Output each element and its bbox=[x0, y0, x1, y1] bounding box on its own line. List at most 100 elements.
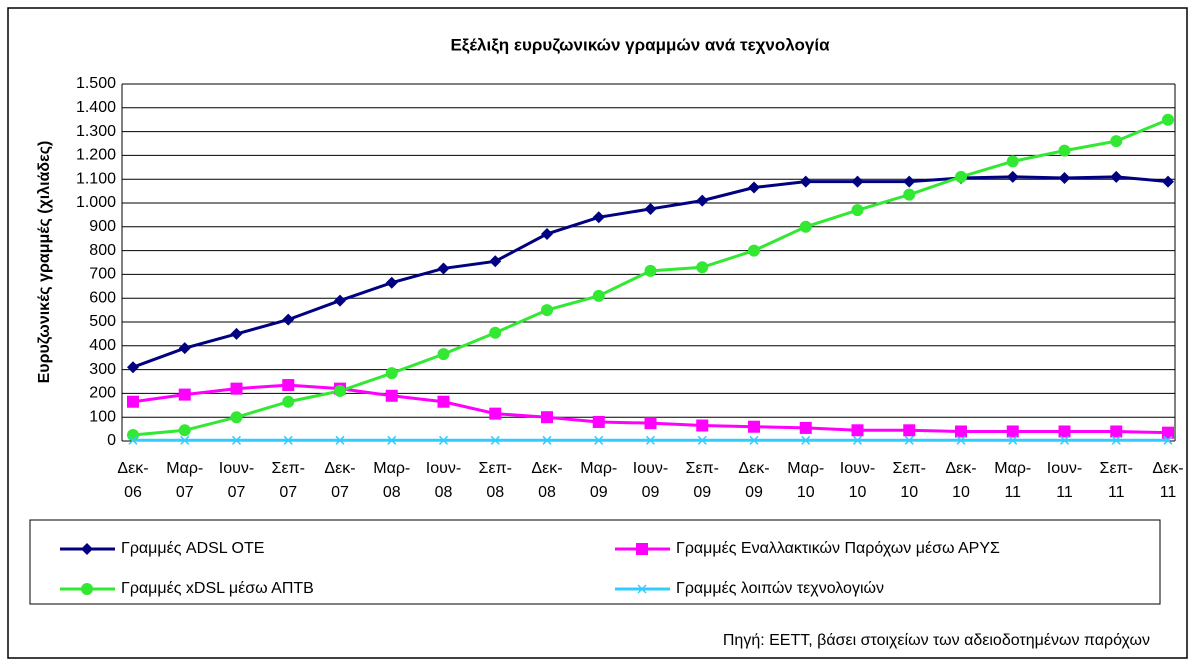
marker bbox=[334, 294, 346, 307]
marker bbox=[385, 367, 398, 380]
x-tick-label: Δεκ-08 bbox=[531, 460, 562, 501]
marker bbox=[1110, 425, 1123, 438]
x-tick-label: Δεκ-06 bbox=[117, 460, 148, 501]
marker bbox=[904, 435, 914, 445]
marker bbox=[489, 255, 502, 268]
marker bbox=[1008, 435, 1018, 445]
legend-label: Γραμμές λοιπών τεχνολογιών bbox=[676, 580, 884, 597]
y-tick-label: 0 bbox=[107, 432, 116, 449]
marker bbox=[955, 170, 967, 183]
marker bbox=[592, 211, 605, 224]
legend-label: Γραμμές Εναλλακτικών Παρόχων μέσω ΑΡΥΣ bbox=[676, 540, 1000, 557]
y-tick-label: 1.300 bbox=[76, 123, 116, 140]
marker bbox=[385, 276, 398, 289]
marker bbox=[178, 342, 191, 355]
marker bbox=[1006, 425, 1019, 438]
marker bbox=[1163, 435, 1173, 445]
marker bbox=[178, 424, 191, 437]
marker bbox=[541, 304, 553, 317]
y-tick-label: 100 bbox=[89, 408, 116, 425]
x-tick-label: Ιουν-09 bbox=[633, 460, 668, 501]
marker bbox=[128, 435, 138, 445]
marker bbox=[1058, 144, 1071, 157]
x-tick-label: Ιουν-11 bbox=[1047, 460, 1082, 501]
marker bbox=[697, 435, 707, 445]
marker bbox=[594, 435, 604, 445]
x-tick-label: Σεπ-08 bbox=[479, 460, 512, 501]
marker bbox=[1110, 135, 1123, 148]
y-tick-label: 900 bbox=[89, 218, 116, 235]
y-tick-label: 1.500 bbox=[76, 75, 116, 92]
marker bbox=[955, 425, 967, 438]
marker bbox=[851, 204, 864, 217]
x-tick-label: Σεπ-07 bbox=[272, 460, 305, 501]
marker bbox=[230, 382, 243, 395]
y-tick-label: 200 bbox=[89, 385, 116, 402]
marker bbox=[592, 415, 605, 428]
y-tick-label: 600 bbox=[89, 289, 116, 306]
marker bbox=[385, 389, 398, 402]
x-tick-label: Ιουν-07 bbox=[219, 460, 254, 501]
marker bbox=[489, 407, 502, 420]
marker bbox=[1111, 435, 1121, 445]
legend-marker bbox=[636, 543, 648, 555]
marker bbox=[387, 435, 397, 445]
marker bbox=[851, 424, 864, 437]
marker bbox=[127, 361, 139, 374]
marker bbox=[490, 435, 500, 445]
legend-marker bbox=[81, 543, 93, 555]
marker bbox=[644, 202, 657, 215]
y-tick-label: 1.200 bbox=[76, 147, 116, 164]
marker bbox=[489, 326, 502, 339]
marker bbox=[645, 435, 656, 445]
marker bbox=[127, 395, 139, 408]
marker bbox=[334, 385, 346, 398]
marker bbox=[283, 435, 293, 445]
marker bbox=[1162, 175, 1174, 188]
x-tick-label: Ιουν-08 bbox=[426, 460, 461, 501]
y-tick-label: 300 bbox=[89, 361, 116, 378]
x-tick-label: Δεκ-07 bbox=[324, 460, 355, 501]
y-tick-label: 400 bbox=[89, 337, 116, 354]
marker bbox=[437, 395, 450, 408]
x-tick-label: Σεπ-10 bbox=[893, 460, 926, 501]
marker bbox=[748, 420, 760, 433]
marker bbox=[696, 419, 709, 432]
y-tick-label: 1.400 bbox=[76, 99, 116, 116]
marker bbox=[1162, 426, 1174, 439]
marker bbox=[231, 435, 242, 445]
marker bbox=[282, 379, 295, 392]
marker bbox=[799, 175, 812, 188]
marker bbox=[696, 261, 709, 274]
marker bbox=[335, 435, 345, 445]
marker bbox=[852, 435, 863, 445]
marker bbox=[1110, 170, 1123, 183]
marker bbox=[437, 262, 450, 275]
marker bbox=[230, 327, 243, 340]
marker bbox=[282, 313, 295, 326]
x-tick-label: Δεκ-09 bbox=[738, 460, 769, 501]
marker bbox=[1006, 155, 1019, 168]
y-tick-label: 1.100 bbox=[76, 170, 116, 187]
marker bbox=[1162, 113, 1174, 126]
y-tick-label: 800 bbox=[89, 242, 116, 259]
marker bbox=[644, 264, 657, 277]
marker bbox=[541, 227, 553, 240]
x-tick-label: Σεπ-11 bbox=[1100, 460, 1133, 501]
x-tick-label: Δεκ-10 bbox=[945, 460, 976, 501]
marker bbox=[541, 411, 553, 424]
marker bbox=[180, 435, 190, 445]
marker bbox=[592, 289, 605, 302]
marker bbox=[851, 175, 864, 188]
marker bbox=[1058, 425, 1071, 438]
x-tick-label: Δεκ-11 bbox=[1152, 460, 1183, 501]
legend-marker bbox=[81, 583, 93, 595]
y-tick-label: 1.000 bbox=[76, 194, 116, 211]
legend-marker bbox=[637, 584, 647, 594]
marker bbox=[542, 435, 552, 445]
marker bbox=[799, 220, 812, 233]
marker bbox=[748, 181, 760, 194]
y-axis-label: Ευρυζωνικές γραμμές (χιλιάδες) bbox=[36, 141, 53, 384]
marker bbox=[903, 424, 916, 437]
